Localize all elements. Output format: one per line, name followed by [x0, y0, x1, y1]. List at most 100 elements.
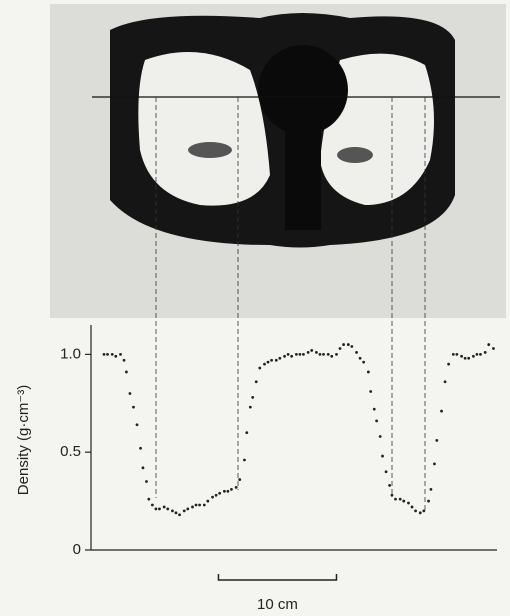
data-point: [429, 487, 433, 491]
data-point: [355, 350, 358, 354]
data-point: [238, 478, 242, 481]
data-point: [154, 507, 158, 511]
data-point: [174, 511, 178, 515]
data-point: [335, 352, 338, 356]
data-point: [283, 354, 286, 358]
scale-bar: [217, 574, 338, 581]
data-point: [114, 354, 118, 358]
data-point: [326, 352, 330, 356]
data-point: [178, 513, 181, 517]
data-point: [435, 439, 439, 442]
data-point: [166, 507, 170, 511]
data-point: [433, 462, 436, 466]
data-point: [372, 407, 376, 411]
data-point: [388, 484, 391, 487]
data-point: [214, 493, 218, 497]
data-point: [342, 343, 345, 346]
data-point: [147, 497, 151, 501]
data-point: [463, 356, 467, 360]
data-point: [362, 360, 366, 364]
data-point: [440, 409, 443, 413]
data-point: [375, 419, 379, 423]
data-point: [132, 405, 135, 409]
data-point: [162, 505, 166, 509]
data-point: [366, 370, 370, 374]
data-point: [182, 509, 186, 513]
data-point: [263, 362, 266, 366]
data-point: [226, 489, 230, 493]
data-point: [245, 431, 249, 435]
data-point: [248, 405, 252, 409]
data-point: [141, 466, 145, 470]
y-tick-label: 0: [73, 541, 81, 558]
data-point: [194, 503, 198, 507]
data-point: [467, 356, 471, 360]
data-point: [427, 499, 430, 503]
data-point: [206, 499, 210, 503]
data-point: [286, 352, 290, 356]
data-point: [145, 480, 148, 483]
data-point: [298, 352, 302, 356]
data-point: [398, 497, 402, 501]
data-point: [407, 501, 410, 505]
data-point: [338, 347, 342, 350]
data-point: [394, 497, 397, 501]
data-point: [186, 507, 190, 511]
data-point: [171, 509, 174, 513]
data-point: [251, 395, 255, 399]
data-point: [471, 354, 475, 358]
data-point: [381, 454, 384, 458]
y-axis-label: Density (g·cm⁻³): [15, 385, 32, 495]
data-point: [318, 352, 322, 356]
data-point: [125, 370, 128, 374]
data-point: [492, 347, 495, 350]
data-point: [119, 352, 122, 356]
data-point: [346, 343, 350, 346]
data-point: [315, 350, 318, 354]
data-point: [451, 352, 455, 356]
data-point: [266, 360, 270, 364]
data-point: [128, 392, 132, 395]
scale-bar-label: 10 cm: [257, 596, 298, 613]
ct-image: [50, 4, 506, 318]
data-point: [487, 343, 491, 346]
data-point: [258, 366, 262, 370]
data-point: [106, 352, 109, 356]
data-point: [410, 505, 414, 509]
data-point: [455, 352, 459, 356]
data-point: [418, 511, 422, 515]
data-point: [322, 352, 325, 356]
guide-lines: [155, 97, 426, 512]
data-point: [110, 352, 114, 356]
data-point: [270, 358, 273, 362]
data-point: [447, 362, 451, 366]
data-point: [414, 509, 417, 513]
data-point: [402, 499, 406, 503]
data-point: [274, 358, 278, 362]
y-tick-label: 1.0: [60, 345, 81, 362]
data-point: [475, 352, 479, 356]
data-point: [230, 487, 233, 491]
data-point: [243, 458, 246, 462]
data-point: [390, 493, 394, 497]
data-point: [222, 489, 226, 493]
data-point: [306, 350, 310, 354]
data-point: [202, 503, 206, 507]
data-point: [122, 358, 126, 362]
data-point: [460, 354, 463, 358]
data-point: [378, 435, 382, 438]
data-point: [294, 352, 298, 356]
data-point: [211, 495, 214, 499]
data-point: [218, 491, 222, 495]
data-point: [102, 352, 106, 356]
data-point: [330, 354, 334, 358]
data-point: [278, 356, 282, 360]
data-point: [290, 354, 294, 358]
data-point: [483, 350, 487, 354]
data-point: [139, 446, 142, 450]
data-point: [310, 349, 314, 352]
data-point: [198, 503, 201, 507]
data-point: [150, 503, 154, 507]
data-point: [191, 505, 194, 509]
